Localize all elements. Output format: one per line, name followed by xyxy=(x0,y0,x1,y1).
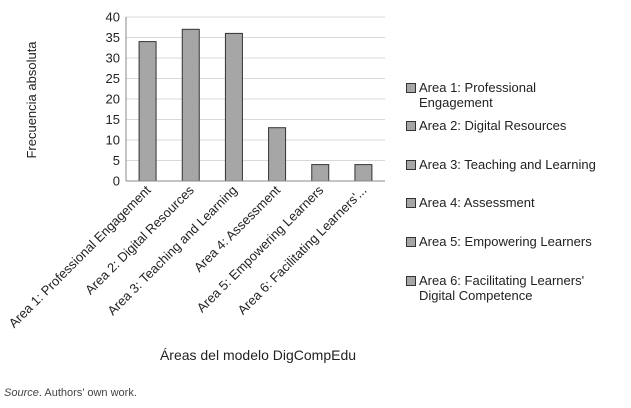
legend-label-line: Area 3: Teaching and Learning xyxy=(419,157,596,172)
legend-item: Area 1: Professional Engagement xyxy=(406,80,626,110)
legend-label: Area 4: Assessment xyxy=(419,195,535,210)
source-note: Source. Authors’ own work. xyxy=(4,387,137,399)
y-tick-label: 5 xyxy=(113,153,120,168)
bar xyxy=(311,164,330,182)
bar xyxy=(181,28,200,182)
y-tick-label: 40 xyxy=(106,10,120,25)
legend-label: Area 3: Teaching and Learning xyxy=(419,157,596,172)
legend-label-line: Area 6: Facilitating Learners' xyxy=(419,273,585,288)
legend-item: Area 5: Empowering Learners xyxy=(406,234,626,249)
bar xyxy=(138,41,157,182)
legend-item: Area 2: Digital Resources xyxy=(406,118,626,133)
legend-label-line: Engagement xyxy=(419,95,493,110)
y-tick-label: 35 xyxy=(106,30,120,45)
legend-label: Area 6: Facilitating Learners' Digital Co… xyxy=(419,273,584,303)
legend-swatch xyxy=(406,237,416,247)
legend-label-line: Area 1: Professional xyxy=(419,80,537,95)
bar xyxy=(224,32,243,182)
x-axis-label: Áreas del modelo DigCompEdu xyxy=(160,347,356,363)
legend-label: Area 1: Professional Engagement xyxy=(419,80,536,110)
legend-swatch xyxy=(406,198,416,208)
legend-label: Area 2: Digital Resources xyxy=(419,118,566,133)
legend-swatch xyxy=(406,83,416,93)
y-tick-label: 25 xyxy=(106,71,120,86)
y-tick-labels: 0 5 10 15 20 25 30 35 40 xyxy=(106,10,120,189)
y-tick-label: 10 xyxy=(106,133,120,148)
legend-item: Area 3: Teaching and Learning xyxy=(406,157,626,172)
legend-label-line: Area 4: Assessment xyxy=(419,195,535,210)
y-tick-label: 0 xyxy=(113,174,120,189)
legend-label-line: Digital Competence xyxy=(419,288,533,303)
legend-label-line: Area 2: Digital Resources xyxy=(419,118,567,133)
bar xyxy=(268,127,287,182)
legend-swatch xyxy=(406,160,416,170)
legend-swatch xyxy=(406,276,416,286)
legend-item: Area 6: Facilitating Learners' Digital Co… xyxy=(406,273,626,303)
legend-item: Area 4: Assessment xyxy=(406,195,626,210)
y-tick-label: 20 xyxy=(106,92,120,107)
bars xyxy=(138,28,373,182)
legend-label-line: Area 5: Empowering Learners xyxy=(419,234,592,249)
y-tick-label: 30 xyxy=(106,51,120,66)
source-label: Source xyxy=(4,387,39,399)
grid-lines xyxy=(126,16,385,161)
source-text: . Authors’ own work. xyxy=(38,387,137,399)
legend-swatch xyxy=(406,121,416,131)
legend-label: Area 5: Empowering Learners xyxy=(419,234,592,249)
bar xyxy=(354,164,373,182)
y-tick-label: 15 xyxy=(106,112,120,127)
y-axis-label: Frecuencia absoluta xyxy=(24,41,39,159)
